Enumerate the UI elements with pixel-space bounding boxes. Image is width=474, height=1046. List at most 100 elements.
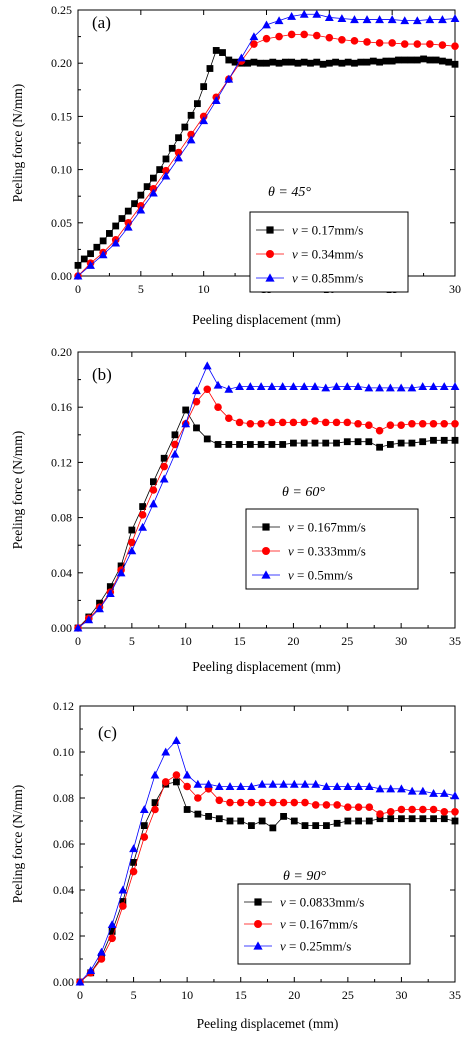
- x-tick-label: 0: [77, 988, 83, 1002]
- data-point: [332, 58, 340, 66]
- data-point: [258, 798, 266, 807]
- series-square: [74, 406, 459, 632]
- data-point: [214, 782, 224, 791]
- data-point: [300, 439, 308, 447]
- data-point: [363, 38, 371, 46]
- y-tick-label: 0.05: [51, 216, 72, 230]
- legend-symbol: v: [288, 520, 294, 535]
- data-point: [80, 255, 88, 263]
- data-point: [182, 770, 192, 779]
- data-point: [187, 111, 195, 119]
- data-point: [351, 59, 358, 67]
- data-point: [97, 947, 106, 956]
- x-tick-label: 25: [342, 988, 354, 1002]
- data-point: [213, 380, 223, 389]
- y-axis-label: Peeling force (N/mm): [10, 431, 25, 549]
- y-tick-label: 0.08: [51, 511, 72, 525]
- legend-entry: v = 0.25mm/s: [244, 939, 351, 954]
- data-point: [376, 58, 383, 66]
- x-axis-label: Peeling displacement (mm): [192, 312, 340, 327]
- data-point: [162, 155, 170, 163]
- data-point: [343, 782, 353, 791]
- data-point: [430, 436, 437, 444]
- data-point: [386, 441, 394, 448]
- x-tick-label: 20: [288, 988, 300, 1002]
- data-point: [138, 511, 147, 519]
- data-point: [257, 441, 265, 448]
- data-point: [300, 779, 310, 788]
- series-square: [74, 47, 459, 269]
- data-point: [440, 419, 449, 428]
- legend-label: v = 0.85mm/s: [292, 271, 363, 286]
- legend-value: = 0.34mm/s: [298, 247, 363, 262]
- data-point: [274, 16, 284, 25]
- legend-label: v = 0.25mm/s: [280, 939, 351, 954]
- data-point: [312, 31, 321, 40]
- data-point: [161, 747, 171, 756]
- legend-value: = 0.167mm/s: [294, 520, 366, 535]
- data-point: [119, 902, 127, 910]
- y-tick-label: 0.06: [53, 837, 74, 851]
- data-point: [385, 383, 395, 392]
- x-tick-label: 5: [129, 634, 135, 648]
- data-point: [387, 815, 395, 823]
- data-point: [450, 791, 460, 800]
- x-tick-label: 20: [287, 634, 299, 648]
- legend-symbol: v: [288, 544, 294, 559]
- data-point: [150, 770, 160, 779]
- data-point: [137, 191, 145, 199]
- data-point: [451, 817, 459, 825]
- data-point: [333, 439, 340, 447]
- legend: v = 0.0833mm/sv = 0.167mm/sv = 0.25mm/s: [237, 883, 411, 965]
- data-point: [107, 920, 117, 929]
- data-point: [353, 382, 363, 391]
- data-point: [439, 57, 446, 65]
- data-point: [311, 801, 320, 809]
- data-point: [451, 60, 459, 68]
- legend-value: = 0.85mm/s: [298, 271, 363, 286]
- data-point: [96, 599, 103, 607]
- data-point: [203, 435, 211, 443]
- data-point: [215, 815, 223, 823]
- data-point: [376, 815, 384, 823]
- data-point: [294, 59, 302, 67]
- data-point: [111, 238, 121, 247]
- legend-marker: [265, 273, 275, 282]
- data-point: [161, 171, 171, 180]
- data-point: [212, 47, 220, 54]
- data-point: [214, 441, 222, 448]
- data-point: [429, 789, 438, 797]
- data-point: [311, 417, 319, 425]
- data-point: [299, 9, 309, 18]
- data-point: [420, 55, 427, 63]
- data-point: [193, 100, 201, 108]
- data-point: [400, 16, 410, 25]
- data-point: [86, 260, 95, 269]
- data-point: [408, 805, 416, 814]
- data-point: [312, 9, 322, 18]
- data-point: [301, 822, 309, 829]
- data-point: [161, 778, 170, 786]
- data-point: [369, 57, 377, 65]
- chart-panel-c: 0 5 10 15 20 25 30 35 0.00 0.02 0.04 0.06 0.08 0.10 0.…: [10, 699, 461, 1031]
- data-point: [343, 438, 351, 446]
- y-tick-label: 0.00: [51, 269, 72, 283]
- data-point: [226, 817, 234, 825]
- data-point: [263, 59, 270, 67]
- data-point: [387, 15, 397, 24]
- data-point: [307, 59, 314, 67]
- data-point: [211, 96, 221, 104]
- data-point: [426, 56, 434, 64]
- data-point: [408, 439, 416, 447]
- data-point: [324, 13, 334, 21]
- data-point: [289, 779, 299, 788]
- data-point: [323, 822, 330, 829]
- data-point: [375, 383, 384, 392]
- panel-label: (a): [92, 13, 111, 32]
- data-point: [338, 59, 346, 67]
- data-point: [419, 438, 427, 446]
- data-point: [397, 805, 406, 814]
- x-tick-label: 30: [449, 282, 461, 296]
- legend-entry: v = 0.34mm/s: [256, 247, 363, 262]
- chart-panel-a: 0510152025300.000.050.100.150.200.25Peel…: [10, 3, 461, 327]
